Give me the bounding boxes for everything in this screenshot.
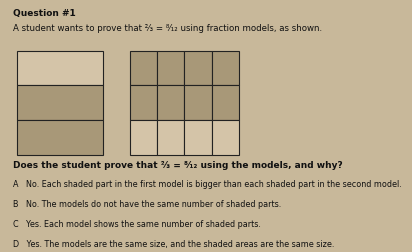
Bar (17, 120, 103, 154)
Text: C   Yes. Each model shows the same number of shaded parts.: C Yes. Each model shows the same number … (13, 220, 261, 229)
Bar (184, 51, 211, 85)
Text: A student wants to prove that ⅔ = ⁸⁄₁₂ using fraction models, as shown.: A student wants to prove that ⅔ = ⁸⁄₁₂ u… (13, 24, 322, 33)
Text: A   No. Each shaded part in the first model is bigger than each shaded part in t: A No. Each shaded part in the first mode… (13, 180, 402, 190)
Bar (211, 85, 239, 120)
Bar (184, 85, 211, 120)
Bar (130, 120, 157, 154)
Bar (157, 85, 184, 120)
Bar (17, 85, 103, 120)
Bar (17, 51, 103, 85)
Bar (157, 51, 184, 85)
Bar (157, 120, 184, 154)
Bar (211, 51, 239, 85)
Text: Question #1: Question #1 (13, 9, 76, 18)
Bar (184, 120, 211, 154)
Bar (130, 51, 157, 85)
Text: Does the student prove that ⅔ = ⁸⁄₁₂ using the models, and why?: Does the student prove that ⅔ = ⁸⁄₁₂ usi… (13, 161, 343, 170)
Bar (130, 85, 157, 120)
Text: D   Yes. The models are the same size, and the shaded areas are the same size.: D Yes. The models are the same size, and… (13, 240, 335, 249)
Text: B   No. The models do not have the same number of shaded parts.: B No. The models do not have the same nu… (13, 200, 281, 209)
Bar (211, 120, 239, 154)
